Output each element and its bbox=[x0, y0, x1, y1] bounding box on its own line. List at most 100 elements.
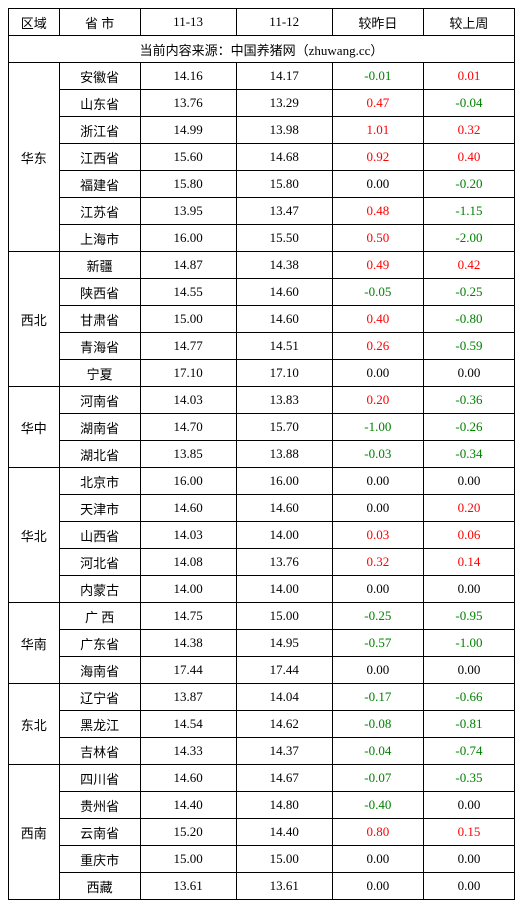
province-cell: 福建省 bbox=[59, 171, 140, 198]
value-date1: 16.00 bbox=[140, 225, 236, 252]
province-cell: 海南省 bbox=[59, 657, 140, 684]
delta-week: -0.59 bbox=[423, 333, 514, 360]
delta-day: 0.48 bbox=[332, 198, 423, 225]
province-cell: 河北省 bbox=[59, 549, 140, 576]
delta-day: 0.32 bbox=[332, 549, 423, 576]
province-cell: 贵州省 bbox=[59, 792, 140, 819]
delta-day: -0.25 bbox=[332, 603, 423, 630]
col-vs-lastweek: 较上周 bbox=[423, 9, 514, 36]
delta-week: 0.20 bbox=[423, 495, 514, 522]
value-date1: 13.95 bbox=[140, 198, 236, 225]
delta-week: 0.40 bbox=[423, 144, 514, 171]
delta-day: -0.05 bbox=[332, 279, 423, 306]
delta-week: -0.34 bbox=[423, 441, 514, 468]
value-date1: 14.60 bbox=[140, 495, 236, 522]
col-vs-yesterday: 较昨日 bbox=[332, 9, 423, 36]
value-date2: 15.80 bbox=[236, 171, 332, 198]
value-date2: 13.61 bbox=[236, 873, 332, 900]
value-date1: 14.87 bbox=[140, 252, 236, 279]
province-cell: 西藏 bbox=[59, 873, 140, 900]
value-date1: 14.60 bbox=[140, 765, 236, 792]
value-date2: 14.37 bbox=[236, 738, 332, 765]
value-date1: 14.08 bbox=[140, 549, 236, 576]
table-row: 甘肃省15.0014.600.40-0.80 bbox=[9, 306, 515, 333]
table-row: 贵州省14.4014.80-0.400.00 bbox=[9, 792, 515, 819]
value-date2: 15.00 bbox=[236, 846, 332, 873]
delta-week: 0.00 bbox=[423, 873, 514, 900]
value-date1: 14.75 bbox=[140, 603, 236, 630]
table-row: 黑龙江14.5414.62-0.08-0.81 bbox=[9, 711, 515, 738]
delta-day: 0.92 bbox=[332, 144, 423, 171]
value-date2: 17.10 bbox=[236, 360, 332, 387]
value-date1: 13.61 bbox=[140, 873, 236, 900]
province-cell: 天津市 bbox=[59, 495, 140, 522]
region-cell: 华东 bbox=[9, 63, 60, 252]
delta-week: -0.20 bbox=[423, 171, 514, 198]
delta-day: 0.80 bbox=[332, 819, 423, 846]
table-row: 陕西省14.5514.60-0.05-0.25 bbox=[9, 279, 515, 306]
delta-day: 0.49 bbox=[332, 252, 423, 279]
table-row: 吉林省14.3314.37-0.04-0.74 bbox=[9, 738, 515, 765]
value-date2: 14.51 bbox=[236, 333, 332, 360]
delta-week: 0.00 bbox=[423, 360, 514, 387]
delta-day: -0.03 bbox=[332, 441, 423, 468]
table-row: 青海省14.7714.510.26-0.59 bbox=[9, 333, 515, 360]
value-date1: 14.99 bbox=[140, 117, 236, 144]
value-date2: 13.83 bbox=[236, 387, 332, 414]
delta-day: -0.17 bbox=[332, 684, 423, 711]
value-date1: 14.33 bbox=[140, 738, 236, 765]
province-cell: 青海省 bbox=[59, 333, 140, 360]
value-date1: 14.54 bbox=[140, 711, 236, 738]
province-cell: 山东省 bbox=[59, 90, 140, 117]
value-date2: 14.60 bbox=[236, 279, 332, 306]
delta-day: 0.03 bbox=[332, 522, 423, 549]
province-cell: 陕西省 bbox=[59, 279, 140, 306]
region-cell: 华南 bbox=[9, 603, 60, 684]
value-date2: 13.98 bbox=[236, 117, 332, 144]
value-date1: 14.03 bbox=[140, 522, 236, 549]
table-row: 湖北省13.8513.88-0.03-0.34 bbox=[9, 441, 515, 468]
region-cell: 华北 bbox=[9, 468, 60, 603]
province-cell: 甘肃省 bbox=[59, 306, 140, 333]
delta-week: 0.00 bbox=[423, 468, 514, 495]
table-row: 华中河南省14.0313.830.20-0.36 bbox=[9, 387, 515, 414]
delta-week: 0.01 bbox=[423, 63, 514, 90]
table-row: 华南广 西14.7515.00-0.25-0.95 bbox=[9, 603, 515, 630]
delta-week: -0.95 bbox=[423, 603, 514, 630]
delta-week: 0.32 bbox=[423, 117, 514, 144]
province-cell: 吉林省 bbox=[59, 738, 140, 765]
province-cell: 河南省 bbox=[59, 387, 140, 414]
value-date1: 14.70 bbox=[140, 414, 236, 441]
value-date1: 15.60 bbox=[140, 144, 236, 171]
province-cell: 上海市 bbox=[59, 225, 140, 252]
province-cell: 宁夏 bbox=[59, 360, 140, 387]
table-row: 河北省14.0813.760.320.14 bbox=[9, 549, 515, 576]
table-row: 上海市16.0015.500.50-2.00 bbox=[9, 225, 515, 252]
value-date2: 14.62 bbox=[236, 711, 332, 738]
value-date1: 15.00 bbox=[140, 846, 236, 873]
province-cell: 广 西 bbox=[59, 603, 140, 630]
col-province: 省 市 bbox=[59, 9, 140, 36]
delta-day: -0.08 bbox=[332, 711, 423, 738]
province-cell: 湖北省 bbox=[59, 441, 140, 468]
region-cell: 东北 bbox=[9, 684, 60, 765]
value-date2: 13.29 bbox=[236, 90, 332, 117]
table-header: 区域 省 市 11-13 11-12 较昨日 较上周 当前内容来源：中国养猪网（… bbox=[9, 9, 515, 63]
delta-day: 0.00 bbox=[332, 468, 423, 495]
province-cell: 浙江省 bbox=[59, 117, 140, 144]
value-date2: 14.40 bbox=[236, 819, 332, 846]
value-date2: 14.60 bbox=[236, 495, 332, 522]
value-date2: 14.00 bbox=[236, 576, 332, 603]
delta-week: 0.00 bbox=[423, 846, 514, 873]
table-row: 天津市14.6014.600.000.20 bbox=[9, 495, 515, 522]
delta-day: 0.26 bbox=[332, 333, 423, 360]
table-row: 华东安徽省14.1614.17-0.010.01 bbox=[9, 63, 515, 90]
delta-day: -0.04 bbox=[332, 738, 423, 765]
province-cell: 江西省 bbox=[59, 144, 140, 171]
value-date1: 14.16 bbox=[140, 63, 236, 90]
value-date2: 15.00 bbox=[236, 603, 332, 630]
delta-week: -2.00 bbox=[423, 225, 514, 252]
table-row: 广东省14.3814.95-0.57-1.00 bbox=[9, 630, 515, 657]
value-date1: 14.00 bbox=[140, 576, 236, 603]
table-row: 福建省15.8015.800.00-0.20 bbox=[9, 171, 515, 198]
